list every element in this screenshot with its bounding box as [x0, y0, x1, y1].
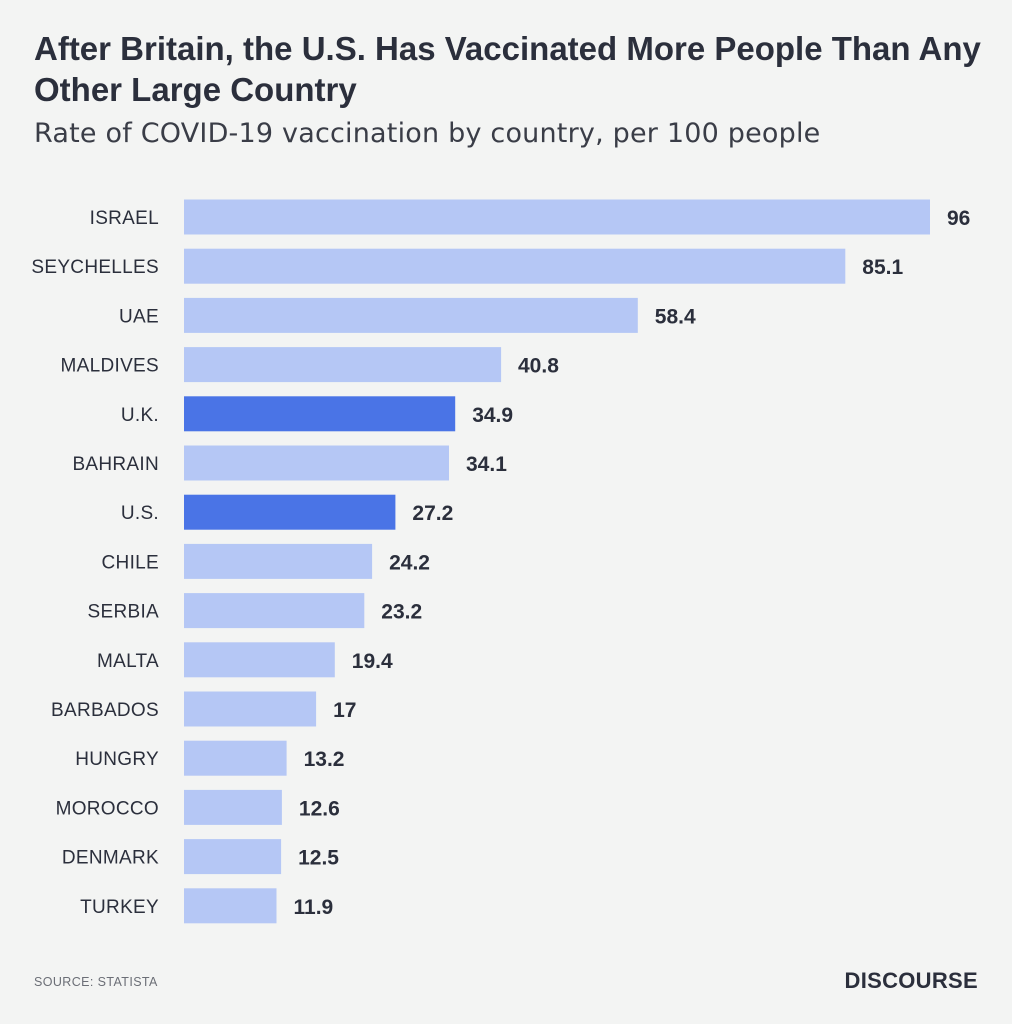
category-label: TURKEY [80, 897, 159, 918]
bar-bahrain [184, 445, 449, 481]
value-label: 12.6 [299, 797, 340, 820]
category-label: ISRAEL [90, 208, 159, 229]
bar-seychelles [184, 248, 846, 284]
category-label: HUNGRY [75, 749, 159, 770]
chart-subtitle: Rate of COVID-19 vaccination by country,… [34, 118, 821, 149]
category-label: BAHRAIN [72, 454, 159, 475]
chart-title: After Britain, the U.S. Has Vaccinated M… [34, 30, 981, 108]
category-label: UAE [119, 306, 159, 327]
category-label: CHILE [102, 552, 159, 573]
value-label: 11.9 [294, 896, 334, 919]
bar-u-s [184, 494, 396, 530]
bar-maldives [184, 347, 502, 383]
category-label: MOROCCO [56, 798, 159, 819]
bar-morocco [184, 789, 282, 825]
value-label: 19.4 [352, 650, 393, 673]
bar-hungry [184, 740, 287, 776]
category-label: MALTA [97, 651, 159, 672]
bar-chile [184, 543, 373, 579]
value-label: 58.4 [655, 305, 696, 328]
bar-malta [184, 642, 335, 678]
value-label: 34.1 [466, 453, 507, 476]
value-label: 96 [947, 207, 970, 230]
value-label: 23.2 [381, 601, 422, 624]
category-label: U.K. [121, 405, 159, 426]
value-label: 34.9 [472, 404, 513, 427]
category-label: MALDIVES [61, 356, 160, 377]
bar-denmark [184, 839, 282, 875]
bar-uae [184, 297, 638, 333]
value-label: 24.2 [389, 551, 430, 574]
bar-barbados [184, 691, 317, 727]
value-label: 85.1 [862, 256, 903, 279]
value-label: 12.5 [298, 847, 339, 870]
bar-serbia [184, 593, 365, 629]
bar-u-k [184, 396, 456, 432]
category-label: DENMARK [62, 848, 159, 869]
bar-israel [184, 199, 930, 235]
category-label: BARBADOS [51, 700, 159, 721]
source-note: SOURCE: STATISTA [34, 975, 158, 989]
value-label: 27.2 [412, 502, 453, 525]
bar-turkey [184, 888, 277, 924]
value-label: 13.2 [304, 748, 345, 771]
category-label: SEYCHELLES [31, 257, 159, 278]
brand-logo: DISCOURSE [844, 968, 978, 993]
category-label: SERBIA [88, 602, 160, 623]
category-label: U.S. [121, 503, 159, 524]
value-label: 17 [333, 699, 356, 722]
value-label: 40.8 [518, 355, 559, 378]
